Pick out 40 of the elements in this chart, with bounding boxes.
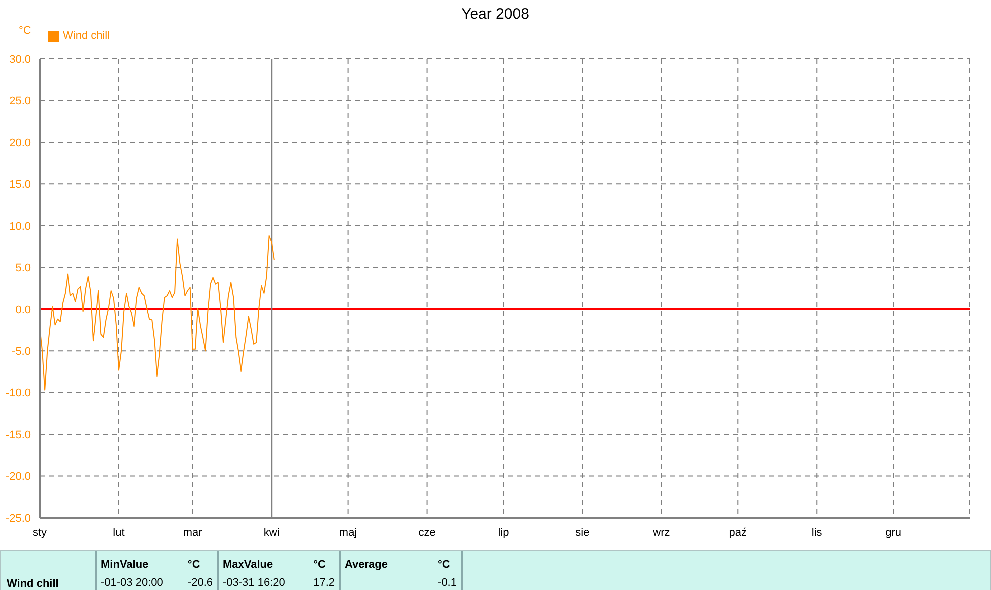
x-tick-label: mar — [183, 526, 203, 539]
x-tick-label: lut — [113, 526, 125, 539]
y-tick-label: 30.0 — [10, 54, 31, 66]
text: -20.6 — [188, 576, 213, 590]
text: °C — [438, 559, 452, 573]
y-axis-title: °C — [19, 25, 32, 37]
x-tick-label: gru — [886, 526, 902, 539]
x-tick-label: lip — [498, 526, 510, 539]
text: °C — [314, 559, 327, 573]
text: 17.2 — [314, 576, 335, 590]
text: MaxValue — [223, 559, 274, 573]
y-tick-label: 10.0 — [10, 220, 31, 233]
y-tick-label: 25.0 — [10, 96, 31, 108]
text: -0.1 — [438, 576, 457, 590]
y-tick-label: -10.0 — [6, 388, 31, 400]
x-tick-label: paź — [729, 526, 748, 539]
text: Wind chill — [1, 551, 97, 590]
x-tick-label: sty — [32, 526, 48, 539]
line-series — [40, 235, 275, 391]
y-tick-label: 15.0 — [10, 179, 31, 192]
x-tick-label: cze — [418, 526, 436, 539]
text: Average — [345, 559, 390, 573]
x-tick-label: wrz — [652, 526, 670, 539]
y-tick-label: 0.0 — [16, 304, 31, 316]
y-tick-label: -15.0 — [6, 429, 31, 442]
text: -03-31 16:20 — [223, 576, 286, 590]
y-tick-label: 5.0 — [16, 262, 31, 275]
x-tick-label: kwi — [264, 526, 280, 539]
y-tick-label: -20.0 — [6, 471, 31, 484]
x-tick-label: sie — [576, 526, 590, 539]
text: °C — [188, 559, 202, 573]
y-tick-label: -25.0 — [6, 512, 31, 525]
y-tick-label: -5.0 — [12, 346, 31, 358]
y-tick-label: 20.0 — [10, 137, 31, 150]
x-tick-label: lis — [812, 526, 823, 539]
chart-title: Year 2008 — [460, 6, 530, 23]
text: -01-03 20:00 — [101, 576, 164, 590]
x-tick-label: maj — [339, 526, 358, 539]
text: MinValue — [101, 559, 150, 573]
legend-label: Wind chill — [63, 30, 110, 42]
